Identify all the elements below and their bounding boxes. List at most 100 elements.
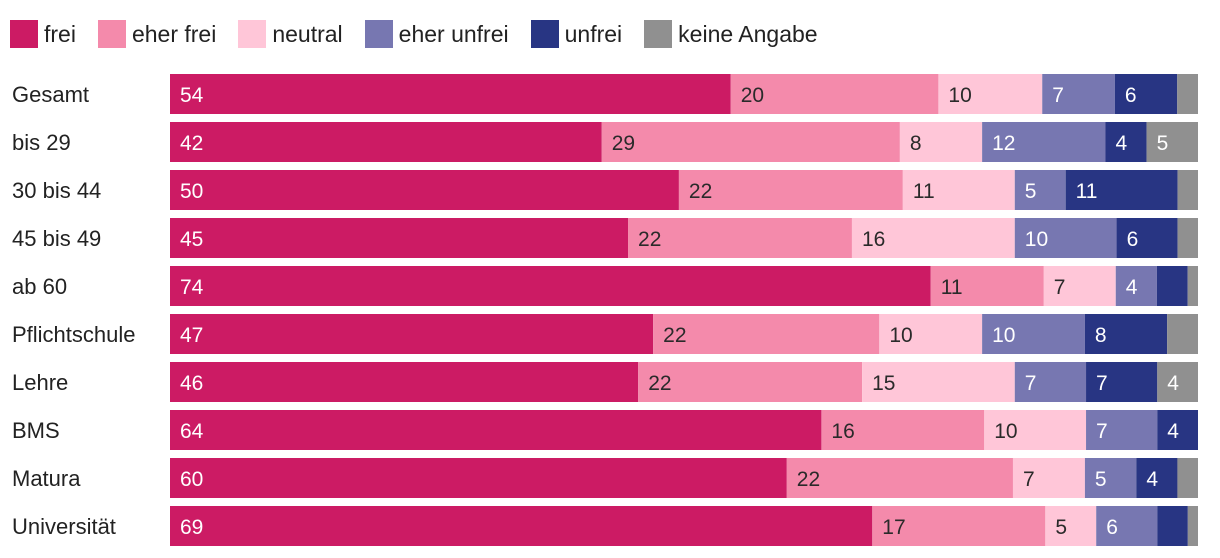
bar-segment-unfrei [1086,362,1158,402]
bar-segment-frei [170,122,602,162]
bar-segment-eher-frei [601,122,900,162]
bar-segment-frei [170,506,873,546]
data-label: 5 [1025,180,1037,203]
bar-segment-frei [170,170,679,210]
data-label: 4 [1167,372,1179,395]
data-label: 5 [1157,132,1169,155]
bar-segment-eher-frei [653,314,880,354]
bar-segment-eher-frei [628,218,852,258]
bar-segment-eher-frei [678,170,903,210]
legend-label: keine Angabe [678,20,818,47]
legend: frei eher frei neutral eher unfrei unfrei kei… [10,18,840,50]
data-label: 8 [910,132,922,155]
data-label: 7 [1025,372,1037,395]
bar-segment-frei [170,458,787,498]
category-label: ab 60 [12,274,67,299]
bar-segment-neutral [862,362,1015,402]
legend-item-eher-frei: eher frei [97,20,217,48]
data-label: 12 [992,132,1015,155]
bar-segment-eher-unfrei [1014,362,1087,402]
data-label: 11 [913,180,935,203]
data-label: 29 [612,132,635,155]
data-label: 4 [1126,276,1138,299]
data-label: 22 [638,228,661,251]
legend-item-neutral: neutral [238,20,343,48]
bar-segment-neutral [879,314,983,354]
data-label: 5 [1095,468,1107,491]
legend-item-unfrei: unfrei [530,20,622,48]
data-label: 7 [1096,372,1108,395]
bar-segment-eher-frei [872,506,1046,546]
category-label: BMS [12,418,60,443]
data-label: 74 [180,276,204,299]
bar-segment-eher-unfrei [1042,74,1115,114]
bar-segment-frei [170,362,639,402]
data-label: 46 [180,372,203,395]
bar-segment-unfrei [1084,314,1168,354]
bar-segment-eher-unfrei [1014,218,1117,258]
bar-segment-eher-frei [786,458,1013,498]
bar-segment-eher-unfrei [982,122,1106,162]
bar-segment-frei [170,218,629,258]
legend-swatch [97,20,126,48]
bar-segment-eher-frei [638,362,863,402]
bar-segment-eher-unfrei [1096,506,1158,546]
data-label: 10 [1025,228,1048,251]
bar-segment-unfrei [1105,122,1147,162]
bar-segment-eher-unfrei [982,314,1085,354]
data-label: 10 [992,324,1015,347]
bar-segment-unfrei [1157,410,1198,450]
bar-segment-unfrei [1114,74,1178,114]
data-label: 10 [948,84,971,107]
bar-segment-frei [170,266,931,306]
legend-label: neutral [272,20,343,47]
bar-segment-unfrei [1157,506,1188,546]
bar-segment-frei [170,410,822,450]
data-label: 4 [1115,132,1127,155]
data-label: 7 [1023,468,1035,491]
data-label: 4 [1146,468,1158,491]
legend-swatch [10,20,38,48]
data-label: 64 [180,420,204,443]
data-label: 11 [941,276,963,299]
bar-segment-neutral [1045,506,1097,546]
data-label: 22 [663,324,686,347]
bar-segment-eher-frei [821,410,985,450]
category-label: Lehre [12,370,68,395]
legend-swatch [238,20,267,48]
category-label: Pflichtschule [12,322,136,347]
category-label: Universität [12,514,116,539]
bar-segment-unfrei [1065,170,1178,210]
data-label: 5 [1055,516,1067,539]
data-label: 22 [797,468,820,491]
data-label: 6 [1125,84,1137,107]
bar-segment-keine-angabe [1177,74,1198,114]
bar-segment-keine-angabe [1177,218,1198,258]
bar-segment-keine-angabe [1187,506,1198,546]
data-label: 69 [180,516,203,539]
data-label: 6 [1127,228,1139,251]
data-label: 15 [872,372,895,395]
category-label: 45 bis 49 [12,226,101,251]
bar-segment-unfrei [1116,218,1178,258]
data-label: 8 [1095,324,1107,347]
data-label: 16 [831,420,854,443]
data-label: 7 [1054,276,1066,299]
bar-segment-eher-unfrei [1115,266,1157,306]
bar-segment-neutral [899,122,983,162]
category-label: Gesamt [12,82,89,107]
data-label: 22 [648,372,671,395]
legend-swatch [530,20,559,48]
bar-segment-eher-unfrei [1084,458,1137,498]
legend-label: eher frei [131,20,217,47]
bar-segment-eher-frei [730,74,939,114]
bar-segment-neutral [902,170,1015,210]
bar-segment-eher-unfrei [1014,170,1066,210]
data-label: 10 [994,420,1017,443]
legend-item-frei: frei [10,20,76,48]
data-label: 7 [1096,420,1108,443]
bar-segment-unfrei [1156,266,1188,306]
legend-label: frei [44,20,76,47]
bar-segment-frei [170,74,731,114]
bar-segment-neutral [1012,458,1085,498]
